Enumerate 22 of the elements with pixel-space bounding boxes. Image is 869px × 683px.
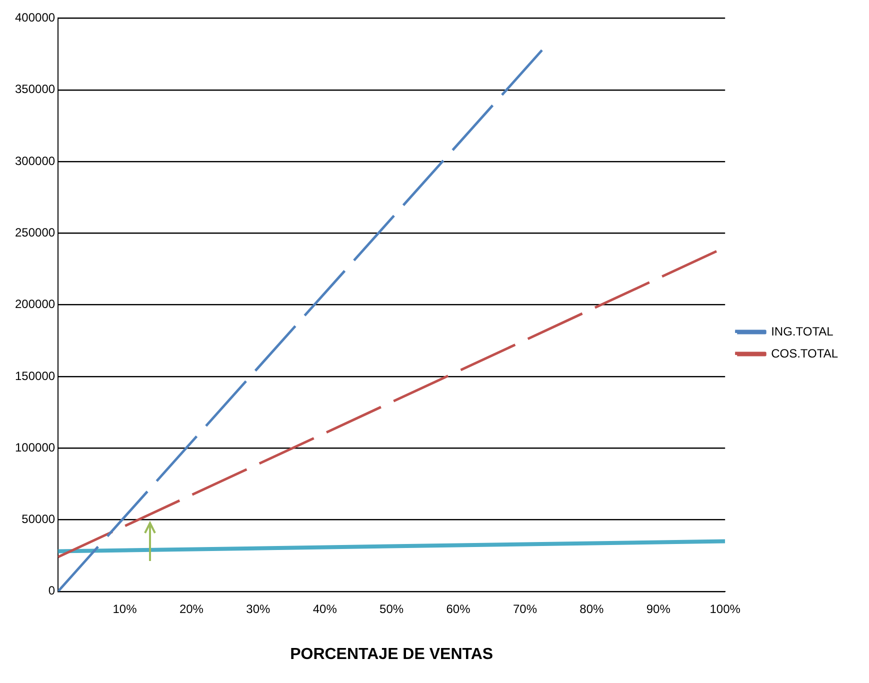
x-tick-label: 60% <box>446 602 471 616</box>
y-tick-label: 150000 <box>14 368 56 383</box>
x-tick-label: 70% <box>512 602 538 616</box>
x-tick-label: 100% <box>710 602 741 616</box>
legend-label: ING.TOTAL <box>771 324 834 338</box>
y-tick-label: 250000 <box>14 225 56 240</box>
y-tick-label: 0 <box>48 584 56 598</box>
y-tick-label: 400000 <box>14 10 56 25</box>
legend-label: COS.TOTAL <box>771 346 838 360</box>
x-tick-label: 80% <box>580 602 604 616</box>
x-axis-title: PORCENTAJE DE VENTAS <box>290 646 494 663</box>
x-tick-label: 20% <box>179 602 204 616</box>
y-tick-label: 100000 <box>14 440 56 454</box>
y-tick-label: 300000 <box>14 154 56 168</box>
y-tick-label: 50000 <box>22 512 56 526</box>
x-tick-label: 90% <box>646 602 671 616</box>
x-tick-label: 40% <box>312 602 338 616</box>
x-tick-label: 30% <box>246 602 270 616</box>
x-tick-label: 50% <box>380 602 404 616</box>
x-tick-label: 10% <box>112 602 138 616</box>
y-tick-label: 200000 <box>14 297 56 312</box>
y-tick-label: 350000 <box>14 82 56 96</box>
